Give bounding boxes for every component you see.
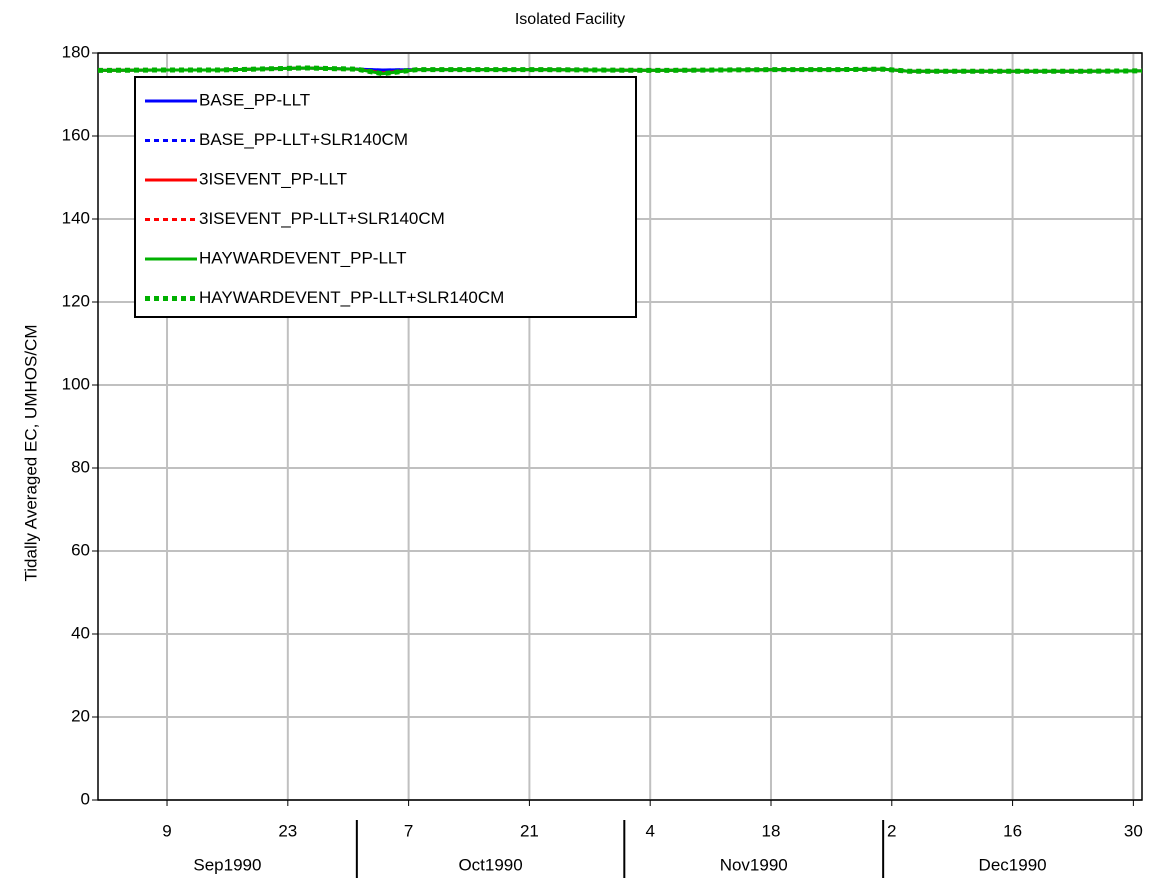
x-tick-label: 4 bbox=[645, 821, 654, 840]
y-tick-label: 100 bbox=[62, 374, 90, 393]
x-tick-label: 16 bbox=[1003, 821, 1022, 840]
x-tick-label: 30 bbox=[1124, 821, 1143, 840]
y-tick-label: 160 bbox=[62, 125, 90, 144]
y-tick-label: 120 bbox=[62, 291, 90, 310]
plot-border bbox=[97, 52, 1143, 801]
month-label: Oct1990 bbox=[458, 855, 522, 874]
month-label: Dec1990 bbox=[979, 855, 1047, 874]
legend-label: BASE_PP-LLT+SLR140CM bbox=[199, 130, 408, 149]
legend-box bbox=[134, 76, 637, 318]
x-tick-label: 21 bbox=[520, 821, 539, 840]
x-tick-label: 7 bbox=[404, 821, 413, 840]
y-tick-label: 60 bbox=[71, 540, 90, 559]
series-line bbox=[97, 65, 1143, 77]
y-tick-label: 80 bbox=[71, 457, 90, 476]
month-label: Sep1990 bbox=[193, 855, 261, 874]
x-tick-label: 18 bbox=[762, 821, 781, 840]
y-tick-label: 180 bbox=[62, 42, 90, 61]
chart-title: Isolated Facility bbox=[515, 11, 625, 28]
month-label: Nov1990 bbox=[720, 855, 788, 874]
y-tick-label: 0 bbox=[81, 789, 90, 808]
y-tick-label: 40 bbox=[71, 623, 90, 642]
y-tick-label: 140 bbox=[62, 208, 90, 227]
x-tick-label: 9 bbox=[162, 821, 171, 840]
legend-label: 3ISEVENT_PP-LLT bbox=[199, 169, 347, 188]
y-axis-label: Tidally Averaged EC, UMHOS/CM bbox=[21, 325, 40, 582]
legend-label: 3ISEVENT_PP-LLT+SLR140CM bbox=[199, 209, 445, 228]
legend-label: HAYWARDEVENT_PP-LLT+SLR140CM bbox=[199, 288, 504, 307]
x-tick-label: 2 bbox=[887, 821, 896, 840]
x-tick-label: 23 bbox=[278, 821, 297, 840]
legend-label: HAYWARDEVENT_PP-LLT bbox=[199, 248, 407, 267]
legend-label: BASE_PP-LLT bbox=[199, 90, 310, 109]
y-tick-label: 20 bbox=[71, 706, 90, 725]
